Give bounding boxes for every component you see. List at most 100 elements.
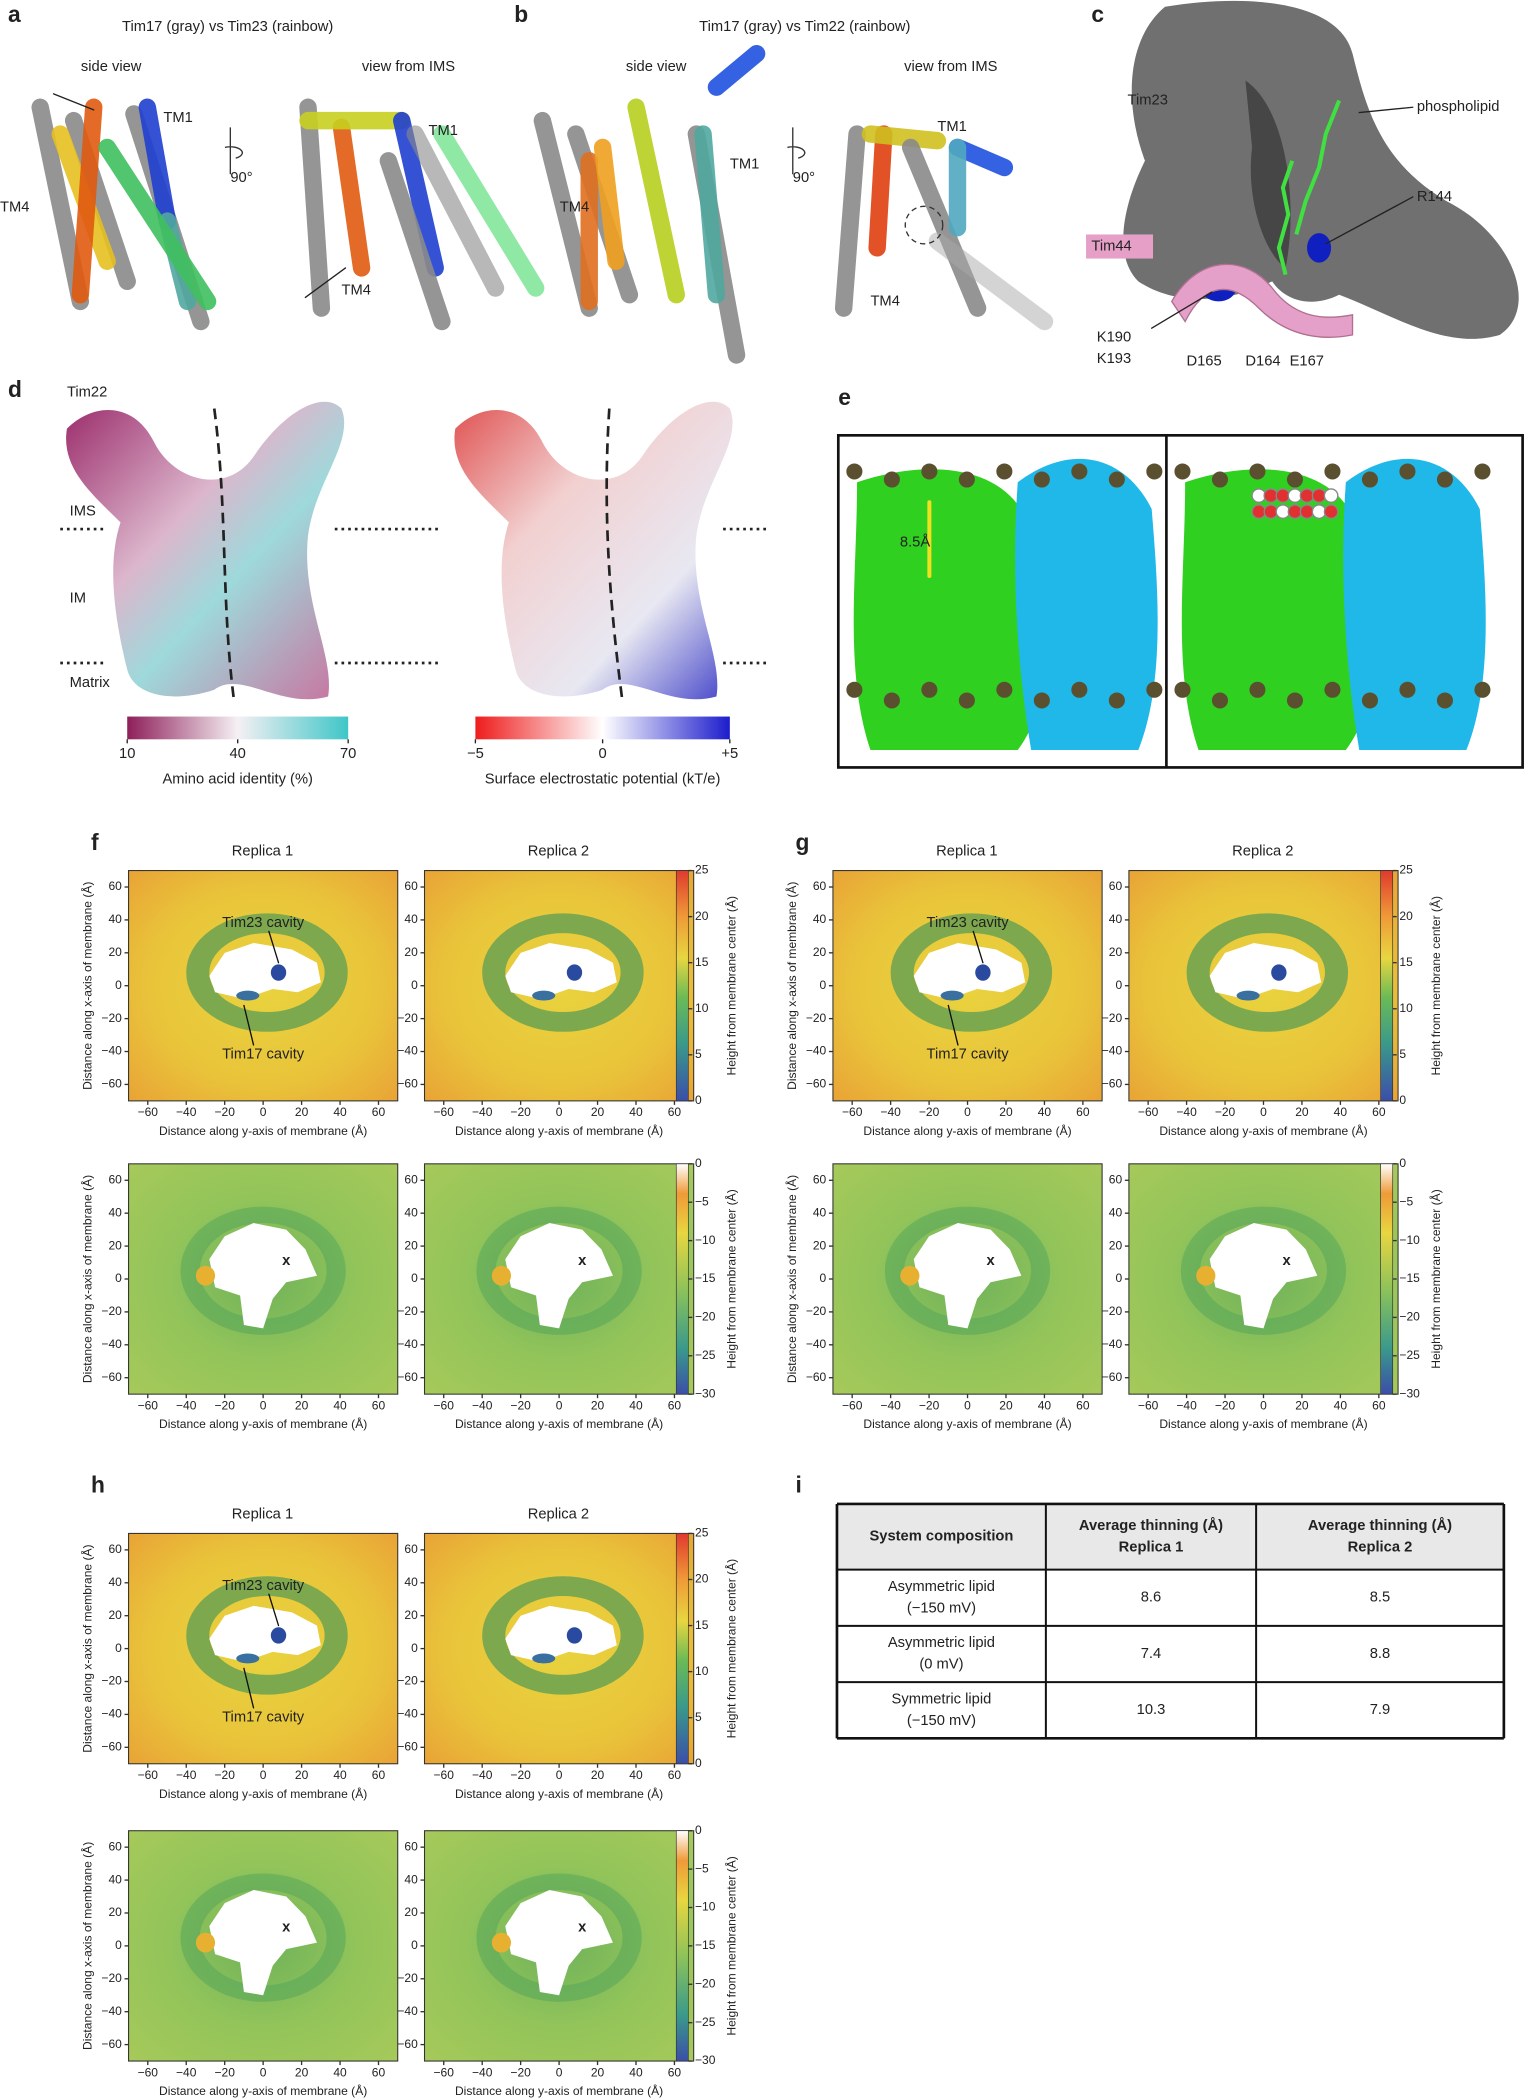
x-axis-label: Distance along y-axis of membrane (Å) [159, 1416, 367, 1431]
helix [71, 98, 103, 304]
heatmap-features [482, 913, 644, 1032]
panel-label: g [795, 829, 809, 855]
colorbar-tick-label: 5 [695, 1047, 702, 1061]
x-tick-label: 60 [1076, 1105, 1090, 1119]
colorbar-tick-label: −25 [1399, 1348, 1420, 1362]
x-tick-label: 60 [668, 2065, 682, 2079]
y-tick-label: 40 [1109, 912, 1123, 926]
cavity [1209, 1223, 1318, 1329]
x-tick-label: −60 [842, 1398, 863, 1412]
cavity [209, 1605, 321, 1662]
x-tick-label: 20 [295, 2065, 309, 2079]
colorbar-tick-label: 25 [695, 863, 709, 877]
x-tick-label: 20 [295, 1105, 309, 1119]
colorbar-tick-label: −25 [695, 1348, 716, 1362]
annotation: Tim17 cavity [927, 1047, 1010, 1063]
annotation: TM1 [937, 119, 966, 135]
table-cell: Asymmetric lipid [888, 1635, 995, 1651]
header-bg [836, 1503, 1504, 1570]
x-tick-label: 20 [1295, 1105, 1309, 1119]
marker: x [282, 1920, 291, 1936]
protein-surface [66, 401, 345, 700]
cavity [505, 942, 617, 999]
protein-surface [853, 469, 1045, 751]
x-tick-label: 0 [1260, 1105, 1267, 1119]
x-axis-label: Distance along y-axis of membrane (Å) [455, 2083, 663, 2098]
y-tick-label: −40 [101, 2004, 122, 2018]
y-tick-label: 60 [404, 1172, 418, 1186]
y-tick-label: 40 [404, 1872, 418, 1886]
protein-surface [1343, 458, 1486, 751]
cavity [209, 1889, 317, 1996]
lipid-head [1286, 692, 1303, 709]
colorbar-tick-label: 40 [230, 746, 246, 762]
y-tick-label: −40 [101, 1707, 122, 1721]
rotation-arrow [224, 127, 243, 175]
x-tick-label: 20 [999, 1398, 1013, 1412]
colorbar-label: Height from membrane center (Å) [724, 896, 739, 1075]
annotation: 90° [793, 170, 815, 186]
annotation: Tim17 cavity [222, 1047, 305, 1063]
marker: x [578, 1253, 587, 1269]
edge-spot [1196, 1265, 1216, 1286]
colorbar-tick-label: −20 [695, 1310, 716, 1324]
y-tick-label: −40 [397, 1337, 418, 1351]
x-tick-label: −40 [472, 1768, 493, 1782]
colorbar-tick-label: −15 [1399, 1271, 1420, 1285]
colorbar-tick-label: 70 [340, 746, 356, 762]
table-cell: 7.4 [1141, 1646, 1161, 1662]
colorbar-tick-label: 15 [695, 955, 709, 969]
x-tick-label: 0 [964, 1105, 971, 1119]
table-cell: 10.3 [1137, 1702, 1166, 1718]
lipid-head [1286, 471, 1303, 488]
y-tick-label: −20 [397, 1674, 418, 1688]
colorbar-tick-label: 25 [695, 1526, 709, 1540]
panel-label: b [514, 1, 528, 27]
y-tick-label: 60 [108, 879, 122, 893]
x-axis-label: Distance along y-axis of membrane (Å) [1159, 1416, 1367, 1431]
colorbar-tick-label: −5 [695, 1194, 709, 1208]
annotation: D164 [1245, 354, 1280, 370]
colorbar-tick-label: −15 [695, 1271, 716, 1285]
y-axis-label: Distance along x-axis of membrane (Å) [80, 882, 95, 1090]
colorbar-tick-label: −5 [695, 1861, 709, 1875]
colorbar-tick-label: 20 [1399, 909, 1413, 923]
x-axis-label: Distance along y-axis of membrane (Å) [1159, 1123, 1367, 1138]
colorbar [675, 870, 689, 1102]
deep-spot [1236, 990, 1260, 1001]
y-tick-label: 60 [108, 1542, 122, 1556]
lipid-head [1108, 471, 1125, 488]
x-tick-label: 0 [1260, 1398, 1267, 1412]
marker: x [578, 1920, 587, 1936]
colorbar [475, 716, 730, 740]
y-tick-label: 20 [813, 945, 827, 959]
edge-spot [491, 1932, 512, 1953]
y-tick-label: 0 [115, 1641, 122, 1655]
annotation: TM4 [341, 283, 370, 299]
annotation: TM4 [560, 200, 589, 216]
table-cell: Replica 2 [1348, 1539, 1413, 1555]
y-tick-label: 40 [1109, 1205, 1123, 1219]
helix [901, 138, 987, 317]
lipid-head [1146, 681, 1163, 698]
lipid-head [1399, 681, 1416, 698]
phospholipid [1276, 160, 1295, 276]
helix [393, 111, 444, 277]
lipid-head [1211, 692, 1228, 709]
y-tick-label: 60 [1109, 1172, 1123, 1186]
colorbar [127, 716, 349, 740]
lipid-head [1324, 463, 1341, 480]
protein-surface [1123, 0, 1519, 339]
x-axis-label: Distance along y-axis of membrane (Å) [455, 1416, 663, 1431]
heatmap-features [186, 913, 348, 1032]
surface-shade [1245, 80, 1291, 268]
table-cell: 8.8 [1370, 1646, 1390, 1662]
annotation: Tim23 [1128, 92, 1168, 108]
colorbar-tick-label: −30 [695, 2053, 716, 2067]
x-tick-label: −60 [138, 1105, 159, 1119]
colorbar-tick-label: 0 [1399, 1156, 1406, 1170]
pointer [1325, 196, 1414, 245]
x-tick-label: −40 [472, 1398, 493, 1412]
lipid-head [1249, 681, 1266, 698]
